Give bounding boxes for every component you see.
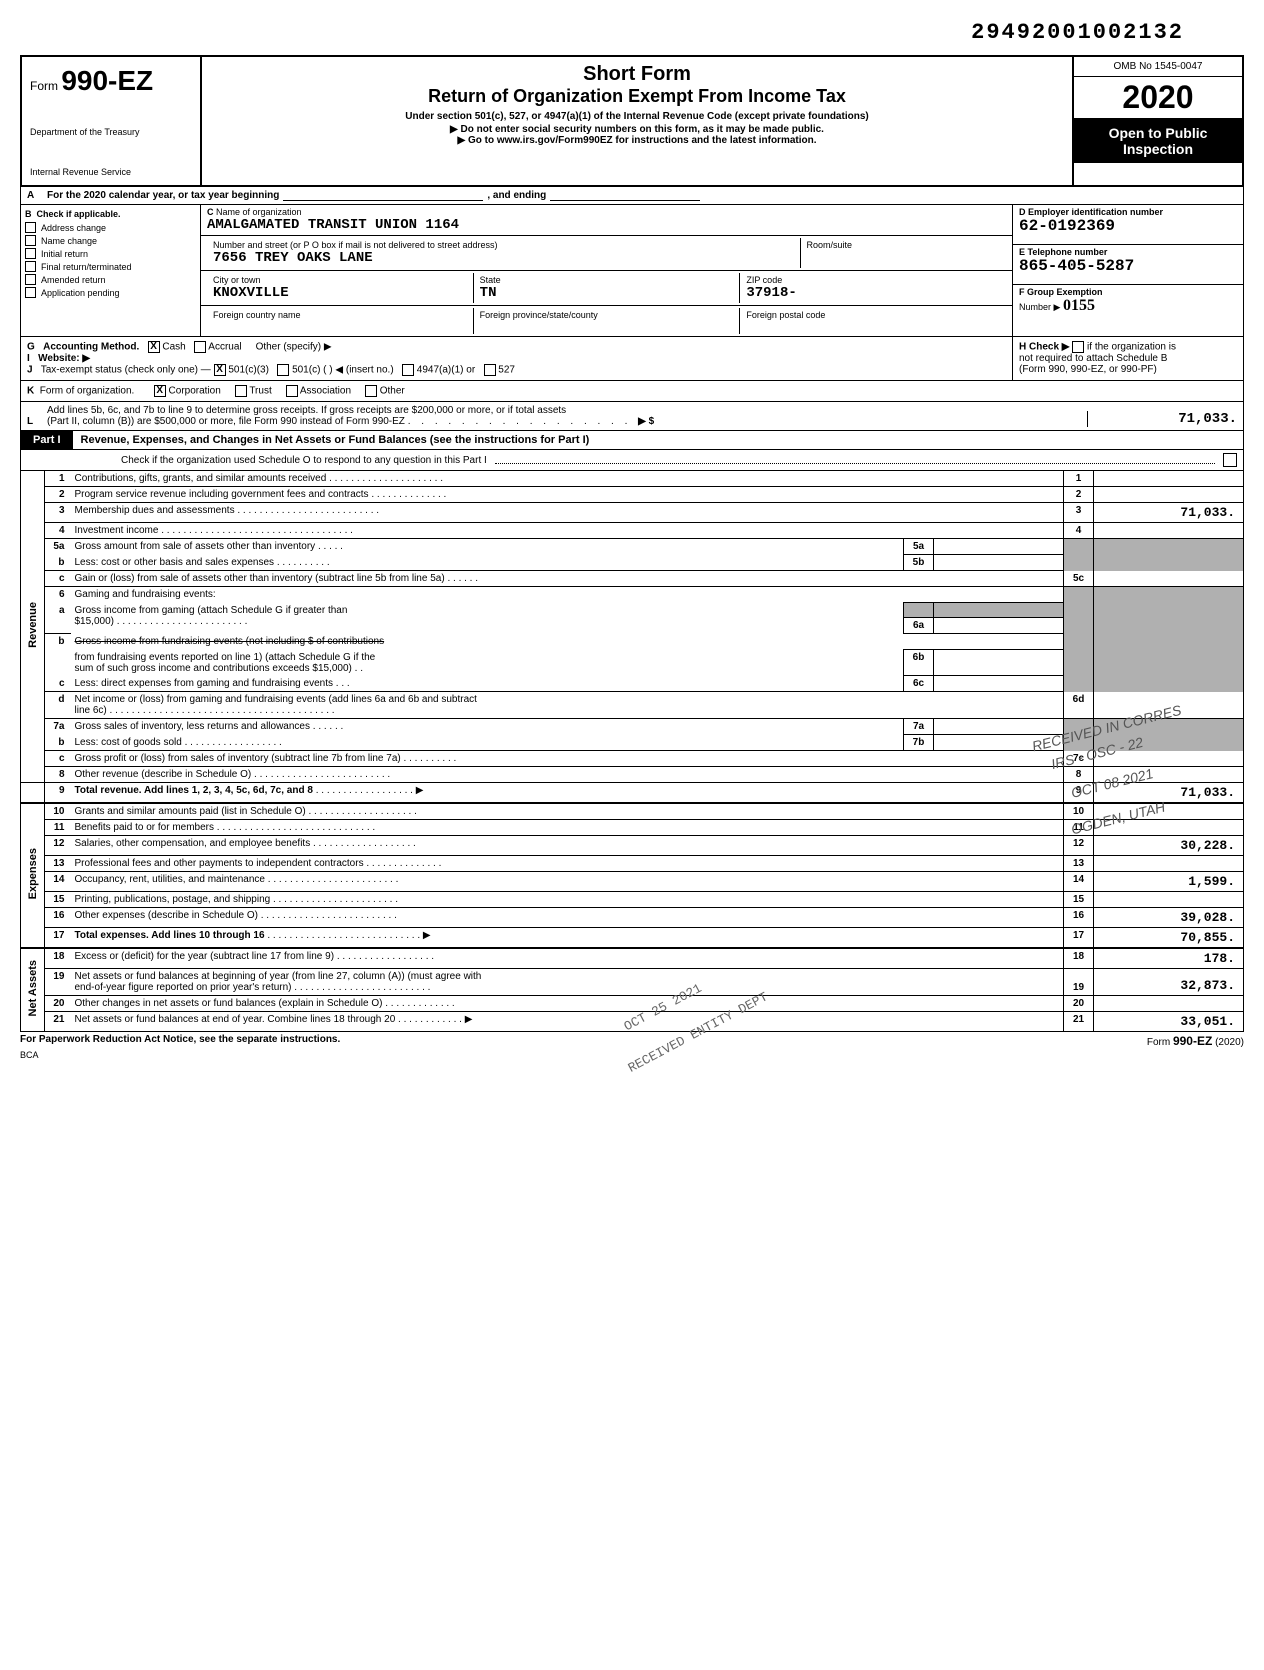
block-bcd: B Check if applicable. Address change Na… <box>20 205 1244 337</box>
line-10-val <box>1094 803 1244 820</box>
phone: 865-405-5287 <box>1019 257 1134 275</box>
lines-table: Revenue 1 Contributions, gifts, grants, … <box>20 471 1244 1032</box>
state: TN <box>480 285 497 301</box>
chk-527[interactable] <box>484 364 496 376</box>
line-11-val <box>1094 820 1244 836</box>
dept-treasury: Department of the Treasury <box>30 127 192 137</box>
dept-irs: Internal Revenue Service <box>30 167 192 177</box>
line-14-val: 1,599. <box>1094 872 1244 892</box>
side-revenue: Revenue <box>27 602 39 648</box>
line-5a-val <box>934 539 1064 555</box>
line-21-val: 33,051. <box>1094 1012 1244 1032</box>
chk-4947[interactable] <box>402 364 414 376</box>
line-2-val <box>1094 487 1244 503</box>
line-8-val <box>1094 767 1244 783</box>
ein: 62-0192369 <box>1019 217 1115 235</box>
line-6d-val <box>1094 692 1244 719</box>
omb-number: OMB No 1545-0047 <box>1074 57 1242 77</box>
tax-year: 2020 <box>1074 77 1242 119</box>
line-13-val <box>1094 856 1244 872</box>
line-6c-val <box>934 676 1064 692</box>
line-17-val: 70,855. <box>1094 928 1244 949</box>
line-9-val: 71,033. <box>1094 783 1244 804</box>
line-3-val: 71,033. <box>1094 503 1244 523</box>
org-name: AMALGAMATED TRANSIT UNION 1164 <box>207 217 459 233</box>
chk-accrual[interactable] <box>194 341 206 353</box>
line-18-val: 178. <box>1094 948 1244 969</box>
chk-initial-return[interactable]: Initial return <box>25 248 196 259</box>
line-12-val: 30,228. <box>1094 836 1244 856</box>
line-6b-val <box>934 650 1064 676</box>
line-7c-val <box>1094 751 1244 767</box>
city: KNOXVILLE <box>213 285 289 301</box>
ssn-warning: ▶ Do not enter social security numbers o… <box>212 124 1062 135</box>
under-section: Under section 501(c), 527, or 4947(a)(1)… <box>212 111 1062 122</box>
side-netassets: Net Assets <box>27 960 39 1016</box>
chk-other-org[interactable] <box>365 385 377 397</box>
chk-application-pending[interactable]: Application pending <box>25 287 196 298</box>
schedule-o-check: Check if the organization used Schedule … <box>20 450 1244 471</box>
row-k: K Form of organization. X Corporation Tr… <box>20 381 1244 402</box>
chk-trust[interactable] <box>235 385 247 397</box>
col-c: C Name of organization AMALGAMATED TRANS… <box>201 205 1013 336</box>
chk-corporation[interactable]: X <box>154 385 166 397</box>
gross-receipts: 71,033. <box>1087 411 1237 427</box>
col-d: D Employer identification number 62-0192… <box>1013 205 1243 336</box>
chk-schedule-o[interactable] <box>1223 453 1237 467</box>
chk-final-return[interactable]: Final return/terminated <box>25 261 196 272</box>
row-l: L Add lines 5b, 6c, and 7b to line 9 to … <box>20 402 1244 431</box>
form-number: Form 990-EZ <box>30 65 192 97</box>
return-title: Return of Organization Exempt From Incom… <box>212 86 1062 107</box>
line-1-val <box>1094 471 1244 487</box>
line-7b-val <box>934 735 1064 751</box>
chk-501c3[interactable]: X <box>214 364 226 376</box>
line-15-val <box>1094 892 1244 908</box>
line-16-val: 39,028. <box>1094 908 1244 928</box>
chk-amended-return[interactable]: Amended return <box>25 274 196 285</box>
line-20-val <box>1094 996 1244 1012</box>
bca: BCA <box>20 1050 1244 1060</box>
open-inspection: Open to Public Inspection <box>1074 119 1242 163</box>
row-g-i: G Accounting Method. X Cash Accrual Othe… <box>20 337 1244 381</box>
form-header: Form 990-EZ Department of the Treasury I… <box>20 55 1244 187</box>
chk-501c[interactable] <box>277 364 289 376</box>
line-5b-val <box>934 555 1064 571</box>
zip: 37918- <box>746 285 796 301</box>
chk-schedule-b[interactable] <box>1072 341 1084 353</box>
line-7a-val <box>934 719 1064 735</box>
chk-cash[interactable]: X <box>148 341 160 353</box>
line-5c-val <box>1094 571 1244 587</box>
chk-name-change[interactable]: Name change <box>25 235 196 246</box>
chk-address-change[interactable]: Address change <box>25 222 196 233</box>
line-4-val <box>1094 523 1244 539</box>
group-exemption: 0155 <box>1063 297 1095 314</box>
col-b: B Check if applicable. Address change Na… <box>21 205 201 336</box>
short-form-title: Short Form <box>212 63 1062 86</box>
part1-header: Part I Revenue, Expenses, and Changes in… <box>20 431 1244 450</box>
dln: 29492001002132 <box>20 20 1184 45</box>
line-6a-val <box>934 618 1064 634</box>
line-19-val: 32,873. <box>1094 969 1244 996</box>
chk-association[interactable] <box>286 385 298 397</box>
street-address: 7656 TREY OAKS LANE <box>213 250 373 266</box>
side-expenses: Expenses <box>27 848 39 899</box>
row-a: A For the 2020 calendar year, or tax yea… <box>20 187 1244 205</box>
footer: For Paperwork Reduction Act Notice, see … <box>20 1034 1244 1048</box>
goto-link: ▶ Go to www.irs.gov/Form990EZ for instru… <box>212 135 1062 146</box>
